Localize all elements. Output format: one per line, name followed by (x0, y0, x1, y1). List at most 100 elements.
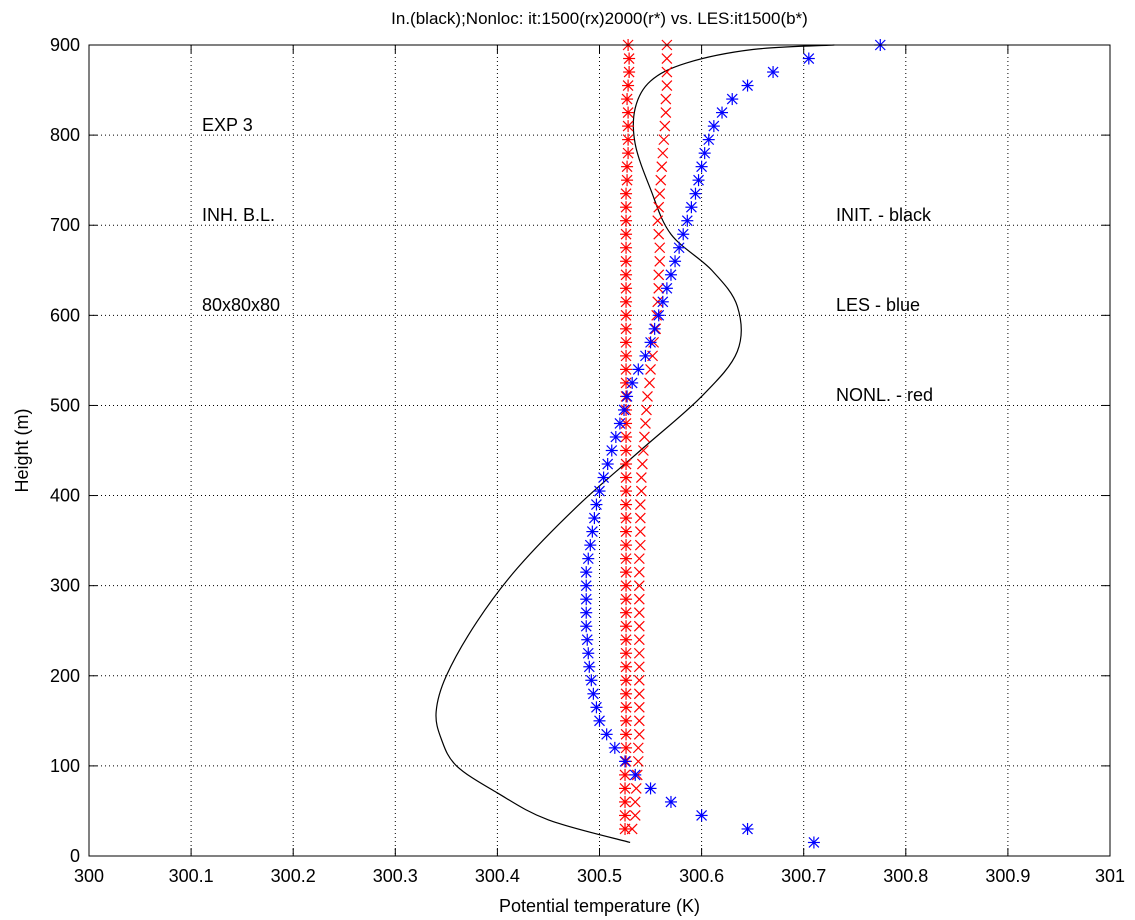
les-star-marker (632, 363, 645, 376)
nonlocal-x-marker (661, 53, 673, 64)
les-star-marker (707, 120, 720, 133)
nonlocal-star-marker (620, 268, 633, 281)
nonlocal-star-marker (621, 160, 634, 173)
nonlocal-star-marker (620, 363, 633, 376)
annotation-grid-size: 80x80x80 (202, 295, 280, 315)
les-star-marker (580, 606, 593, 619)
nonlocal-star-marker (620, 458, 633, 471)
nonlocal-star-marker (619, 768, 632, 781)
nonlocal-star-marker (620, 566, 633, 579)
les-star-marker (685, 201, 698, 214)
nonlocal-star-marker (620, 687, 633, 700)
nonlocal-x-marker (633, 593, 645, 605)
les-star-marker (608, 741, 621, 754)
nonlocal-x-marker (637, 445, 649, 456)
nonlocal-x-marker (629, 810, 641, 821)
annotation-boundary-layer: INH. B.L. (202, 205, 275, 225)
nonlocal-star-marker (620, 214, 633, 227)
les-star-marker (689, 187, 702, 200)
y-tick-label: 500 (50, 395, 80, 415)
nonlocal-x-marker (633, 674, 645, 686)
nonlocal-x-marker (661, 66, 673, 78)
plot-area (89, 45, 1110, 856)
nonlocal-star-marker (620, 498, 633, 511)
data-series (435, 39, 887, 849)
nonlocal-x-marker (633, 715, 645, 727)
nonlocal-x-marker (633, 553, 645, 565)
y-tick-label: 800 (50, 125, 80, 145)
les-star-marker (609, 430, 622, 443)
les-star-marker (590, 701, 603, 714)
nonlocal-star-marker (620, 309, 633, 322)
les-star-marker (629, 768, 642, 781)
nonlocal-x-marker (634, 512, 646, 524)
x-tick-label: 300.9 (985, 866, 1030, 886)
les-star-marker (726, 93, 739, 106)
les-star-marker (695, 160, 708, 173)
nonlocal-star-marker (620, 322, 633, 335)
nonlocal-x-marker (658, 134, 670, 146)
nonlocal-x-marker (633, 580, 645, 592)
y-tick-label: 400 (50, 486, 80, 506)
x-tick-label: 300.6 (679, 866, 724, 886)
x-tick-label: 300.8 (883, 866, 928, 886)
les-star-marker (582, 552, 595, 565)
nonlocal-x-marker (633, 701, 645, 713)
les-star-marker (580, 566, 593, 579)
nonlocal-x-marker (634, 539, 646, 551)
x-tick-label: 300.7 (781, 866, 826, 886)
les-star-marker (802, 52, 815, 65)
nonlocal-star-marker (620, 471, 633, 484)
les-star-marker (681, 214, 694, 227)
les-star-marker (702, 133, 715, 146)
les-star-marker (597, 471, 610, 484)
nonlocal-star-marker (620, 255, 633, 268)
les-star-marker (656, 295, 669, 308)
nonlocal-star-marker (620, 728, 633, 741)
les-star-marker (807, 836, 820, 849)
les-star-marker (605, 444, 618, 457)
nonlocal-x-marker (633, 647, 645, 659)
nonlocal-star-marker (620, 187, 633, 200)
les-star-marker (695, 809, 708, 822)
nonlocal-x-marker (632, 742, 644, 754)
y-tick-label: 0 (70, 846, 80, 866)
y-tick-label: 900 (50, 35, 80, 55)
legend-init: INIT. - black (836, 205, 932, 225)
les-star-marker (698, 147, 711, 160)
les-star-marker (652, 309, 665, 322)
nonlocal-star-marker (619, 795, 632, 808)
les-star-marker (692, 174, 705, 187)
nonlocal-x-marker (630, 782, 642, 794)
nonlocal-star-marker (620, 525, 633, 538)
nonlocal-star-marker (623, 52, 636, 65)
nonlocal-x-marker (636, 458, 648, 470)
les-star-marker (741, 822, 754, 835)
nonlocal-star-marker (620, 336, 633, 349)
les-star-marker (669, 255, 682, 268)
nonlocal-x-marker (654, 242, 666, 254)
x-tick-label: 300.5 (577, 866, 622, 886)
nonlocal-star-marker (622, 133, 635, 146)
nonlocal-x-marker (633, 607, 645, 619)
nonlocal-x-marker (653, 269, 665, 281)
les-star-marker (588, 512, 601, 525)
les-star-marker (582, 647, 595, 660)
les-star-marker (580, 593, 593, 606)
nonlocal-x-marker (634, 526, 646, 538)
nonlocal-star-marker (621, 93, 634, 106)
les-star-marker (639, 349, 652, 362)
nonlocal-star-marker (620, 741, 633, 754)
les-star-marker (583, 660, 596, 673)
y-axis-label: Height (m) (12, 408, 32, 492)
x-tick-label: 300.1 (169, 866, 214, 886)
les-star-marker (664, 795, 677, 808)
y-tick-label: 100 (50, 756, 80, 776)
nonlocal-x-marker (640, 418, 651, 429)
nonlocal-x-marker (633, 661, 645, 673)
axis-ticks: 300 300.1 300.2 300.3 300.4 300.5 300.6 300.7 30… (50, 35, 1125, 886)
x-tick-label: 301 (1095, 866, 1125, 886)
nonlocal-star-marker (623, 66, 636, 79)
nonlocal-x-marker (634, 499, 646, 510)
les-star-marker (580, 620, 593, 633)
